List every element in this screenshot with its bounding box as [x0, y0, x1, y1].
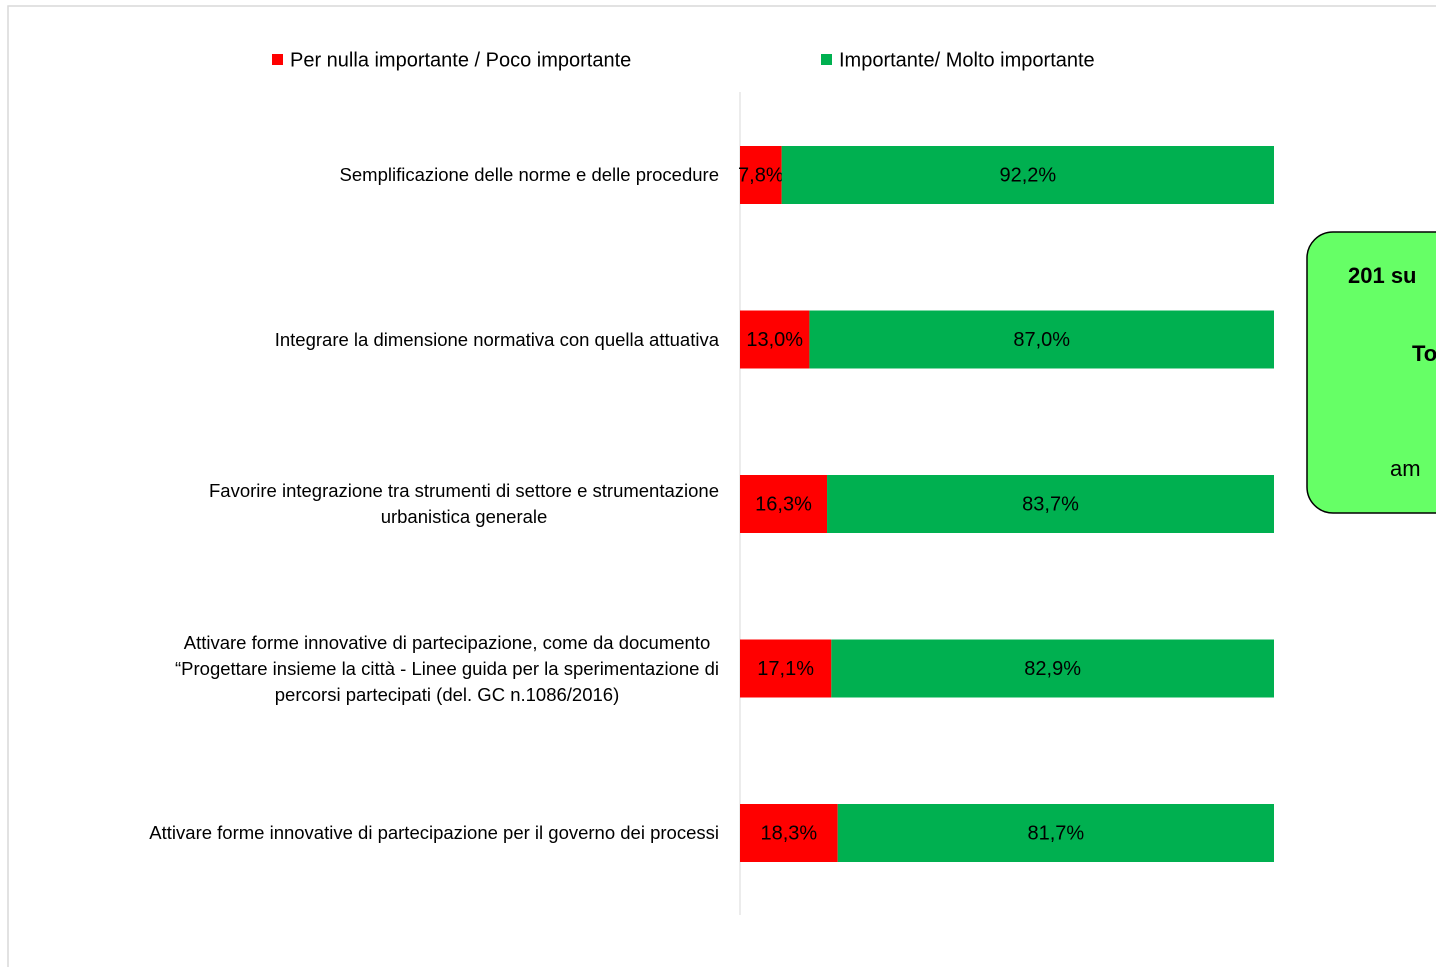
data-label: 92,2% [999, 164, 1056, 186]
bar-segment [781, 146, 1274, 204]
bar-segment [809, 310, 1274, 369]
note-text: 201 su [1348, 263, 1417, 288]
bar-segment [827, 475, 1274, 533]
legend-swatch [821, 54, 832, 65]
legend-swatch [272, 54, 283, 65]
bar-segment [740, 146, 782, 204]
note-box [1306, 231, 1436, 514]
bar-segment [740, 310, 810, 369]
data-label: 18,3% [761, 822, 818, 844]
data-label: 7,8% [738, 164, 784, 186]
category-label: Semplificazione delle norme e delle proc… [339, 164, 719, 185]
category-label: Attivare forme innovative di partecipazi… [149, 822, 719, 843]
data-label: 13,0% [746, 329, 803, 351]
category-label: Favorire integrazione tra strumenti di s… [208, 480, 719, 527]
bar-segment [740, 639, 832, 698]
category-label: Integrare la dimensione normativa con qu… [274, 328, 719, 350]
data-label: 83,7% [1022, 493, 1079, 515]
category-label: Attivare forme innovative di partecipazi… [175, 631, 719, 705]
data-label: 87,0% [1013, 329, 1070, 351]
data-label: 17,1% [757, 658, 814, 680]
bar-segment [740, 475, 828, 533]
bar-segment [837, 804, 1274, 862]
bar-segment [831, 639, 1274, 698]
note-text: am [1390, 456, 1421, 481]
legend-label: Importante/ Molto importante [839, 49, 1095, 71]
bar-segment [740, 804, 838, 862]
legend-label: Per nulla importante / Poco importante [290, 49, 631, 71]
frame [7, 5, 1436, 967]
note-text: To [1412, 341, 1436, 366]
data-label: 82,9% [1024, 658, 1081, 680]
data-label: 81,7% [1028, 822, 1085, 844]
data-label: 16,3% [755, 493, 812, 515]
